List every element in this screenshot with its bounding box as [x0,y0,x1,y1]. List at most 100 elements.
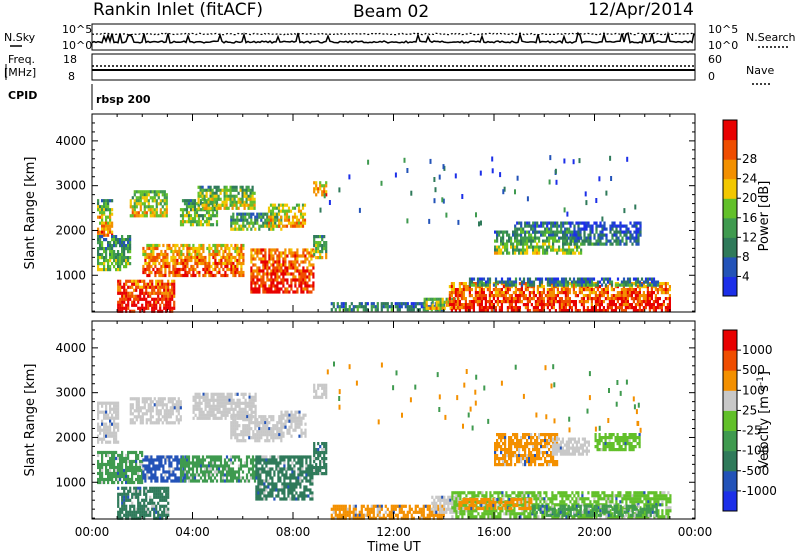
echo-cell [217,203,220,207]
echo-cell [282,269,285,273]
echo-cell [215,467,219,471]
echo-cell [315,247,318,251]
echo-cell [450,291,453,295]
echo-cell [602,294,605,298]
echo-cell [109,462,112,467]
echo-cell [189,199,193,203]
echo-cell [174,267,177,272]
echo-cell [177,412,180,416]
echo-cell [272,257,275,261]
echo-cell [153,300,156,304]
echo-cell [626,303,629,307]
echo-cell [101,227,104,231]
echo-cell [212,243,215,248]
echo-cell [604,283,608,287]
echo-cell [227,197,230,201]
echo-cell [115,465,118,470]
echo-cell [153,397,156,401]
echo-cell [206,404,209,408]
echo-cell [272,281,275,285]
echo-cell [224,273,227,278]
echo-cell [502,291,505,295]
echo-cell [165,498,168,502]
echo-cell [125,516,128,520]
echo-cell [169,406,172,410]
echo-cell [644,303,647,307]
echo-cell [536,242,539,246]
echo-cell [171,297,174,301]
echo-cell [437,306,440,310]
echo-cell [175,403,178,407]
echo-cell [195,214,199,218]
echo-cell [202,267,205,272]
echo-cell [152,246,155,251]
echo-cell [450,300,453,304]
echo-cell [660,303,663,307]
echo-cell [458,294,461,298]
echo-cell [250,278,253,282]
echo-cell [123,501,126,505]
echo-cell [113,407,116,411]
echo-cell [468,288,471,292]
echo-cell [303,212,307,216]
echo-cell [220,264,223,269]
echo-cell [260,275,263,279]
echo-cell [147,403,150,407]
echo-cell [141,453,144,458]
echo-cell [183,461,187,465]
echo-cell [202,258,205,263]
echo-cell [135,288,138,292]
echo-cell [198,410,201,414]
echo-cell [638,300,641,304]
echo-cell [177,397,180,401]
echo-cell [253,203,256,207]
echo-cell [101,256,104,260]
echo-cell [410,308,413,312]
echo-cell [256,215,259,219]
echo-cell [625,230,628,234]
echo-cell [274,221,277,225]
echo-cell [149,294,152,298]
echo-cell [117,474,120,479]
echo-cell [540,233,543,237]
echo-cell [207,211,211,215]
echo-cell [99,437,102,441]
echo-cell [464,285,467,289]
echo-cell [129,480,132,485]
echo-cell [111,480,114,485]
echo-cell [639,221,642,225]
echo-cell [576,294,579,298]
echo-cell [209,188,212,192]
echo-cell [596,280,600,284]
echo-cell [173,279,176,283]
echo-cell [609,155,612,161]
echo-cell [201,214,205,218]
echo-cell [452,291,455,295]
echo-cell [590,277,594,281]
echo-cell [540,277,544,281]
echo-cell [144,252,147,257]
echo-cell [530,227,533,231]
echo-cell [441,197,444,203]
echo-cell [593,236,596,240]
echo-cell [107,474,110,479]
echo-cell [472,309,475,313]
echo-cell [282,290,285,294]
echo-cell [200,395,203,399]
echo-cell [180,249,183,254]
echo-cell [281,209,285,213]
echo-cell [176,270,179,275]
echo-cell [157,294,160,298]
echo-cell [586,280,590,284]
echo-cell [165,309,168,313]
echo-cell [143,507,146,511]
echo-cell [554,168,557,174]
echo-cell [213,464,217,468]
echo-cell [585,239,588,243]
echo-cell [238,224,241,228]
echo-cell [334,308,337,312]
echo-cell [592,291,595,295]
echo-cell [668,297,671,301]
echo-cell [161,279,164,283]
echo-cell [617,236,620,240]
